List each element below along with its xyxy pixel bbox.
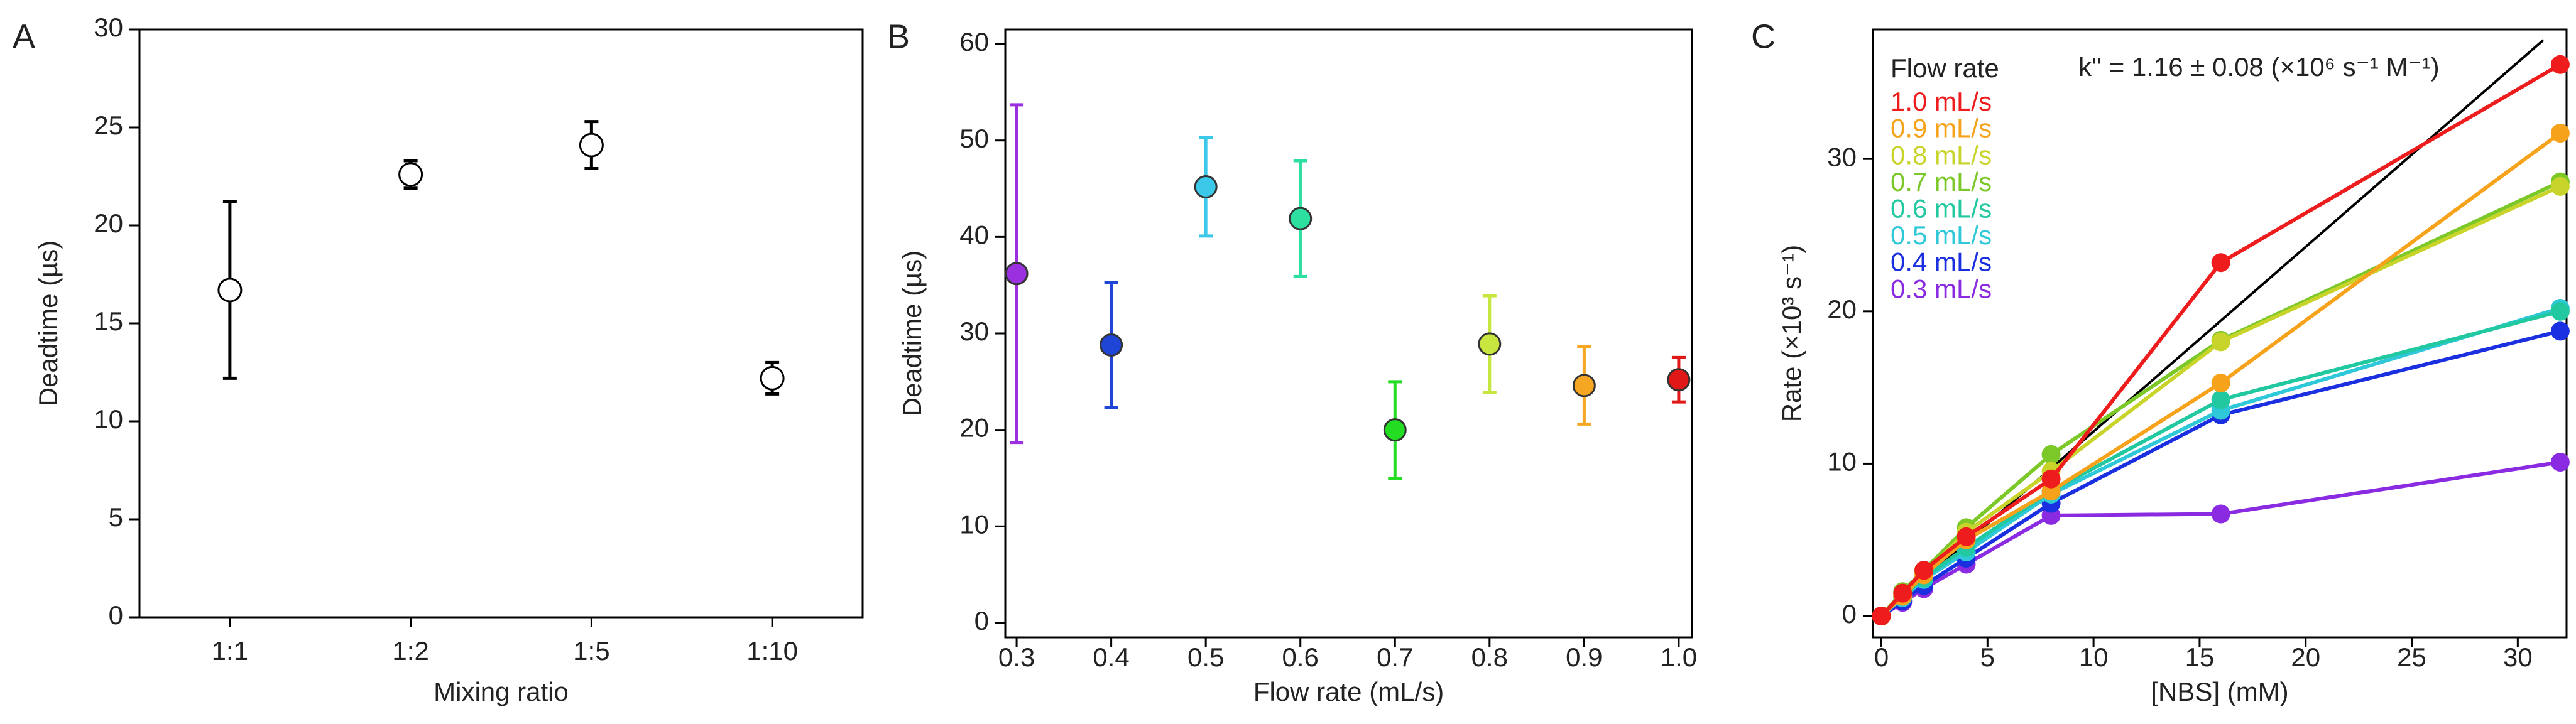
data-point <box>2041 445 2061 464</box>
data-point <box>1478 332 1502 356</box>
data-point <box>2550 176 2570 196</box>
data-point <box>1289 207 1313 230</box>
panel-label: A <box>13 18 35 55</box>
data-point <box>2550 321 2570 341</box>
data-point <box>1872 607 1891 626</box>
y-axis-label: Deadtime (µs) <box>897 251 927 417</box>
x-axis-label: Mixing ratio <box>434 677 569 706</box>
annotation: k'' = 1.16 ± 0.08 (×10⁶ s⁻¹ M⁻¹) <box>2078 52 2440 82</box>
x-tick-label: 10 <box>2079 642 2109 672</box>
legend-title: Flow rate <box>1891 53 1999 83</box>
y-tick-label: 10 <box>94 404 123 434</box>
x-tick-label: 0.6 <box>1282 642 1319 672</box>
legend-entry: 1.0 mL/s <box>1891 87 1992 116</box>
x-tick-label: 0.7 <box>1377 642 1413 672</box>
data-point <box>2211 373 2230 392</box>
y-tick-label: 20 <box>959 413 989 443</box>
legend-entry: 0.7 mL/s <box>1891 167 1992 197</box>
data-point <box>2211 332 2230 352</box>
data-point <box>217 278 243 303</box>
data-point <box>2550 123 2570 143</box>
data-point <box>1100 333 1123 357</box>
y-tick-label: 0 <box>1842 599 1857 629</box>
data-point <box>2550 453 2570 472</box>
data-point <box>2211 390 2230 409</box>
y-tick-label: 50 <box>959 124 989 153</box>
x-tick-label: 0.8 <box>1471 642 1508 672</box>
x-tick-label: 0 <box>1874 642 1889 672</box>
legend-entry: 0.4 mL/s <box>1891 247 1992 277</box>
x-tick-label: 5 <box>1980 642 1995 672</box>
plot-frame <box>138 28 864 619</box>
y-axis-label: Deadtime (µs) <box>33 240 63 407</box>
y-tick-label: 25 <box>94 111 123 140</box>
y-tick-label: 0 <box>109 600 123 630</box>
x-tick-label: 1.0 <box>1661 642 1697 672</box>
y-tick-label: 10 <box>1827 447 1857 477</box>
data-point <box>1957 527 1976 546</box>
data-point <box>2041 469 2061 489</box>
y-tick-label: 20 <box>1827 294 1857 324</box>
data-point <box>1893 583 1913 603</box>
data-point <box>2550 55 2570 74</box>
data-point <box>398 162 423 187</box>
y-tick-label: 60 <box>959 27 989 57</box>
x-tick-label: 1:1 <box>212 636 248 666</box>
data-point <box>1383 418 1407 442</box>
x-tick-label: 15 <box>2185 642 2215 672</box>
legend-entry: 0.3 mL/s <box>1891 274 1992 303</box>
y-tick-label: 30 <box>94 13 123 42</box>
x-tick-label: 1:2 <box>392 636 428 666</box>
data-point <box>1667 368 1691 392</box>
y-axis-label: Rate (×10³ s⁻¹) <box>1777 245 1806 422</box>
x-tick-label: 1:5 <box>573 636 609 666</box>
legend-entry: 0.8 mL/s <box>1891 140 1992 170</box>
x-tick-label: 0.4 <box>1093 642 1129 672</box>
x-tick-label: 1:10 <box>746 636 798 666</box>
data-point <box>2550 301 2570 321</box>
y-tick-label: 40 <box>959 220 989 249</box>
y-tick-label: 0 <box>974 606 989 635</box>
x-tick-label: 30 <box>2503 642 2533 672</box>
y-tick-label: 5 <box>109 502 123 532</box>
y-tick-label: 30 <box>959 316 989 346</box>
x-tick-label: 0.9 <box>1566 642 1602 672</box>
y-tick-label: 15 <box>94 306 123 336</box>
data-point <box>1914 561 1934 580</box>
y-tick-label: 30 <box>1827 142 1857 171</box>
plot-frame <box>1004 28 1693 639</box>
x-axis-label: Flow rate (mL/s) <box>1253 677 1444 706</box>
data-point <box>1572 374 1596 397</box>
x-tick-label: 0.5 <box>1187 642 1224 672</box>
x-tick-label: 20 <box>2291 642 2320 672</box>
legend-entry: 0.6 mL/s <box>1891 193 1992 223</box>
x-axis-label: [NBS] (mM) <box>2151 677 2288 706</box>
data-point <box>579 132 604 158</box>
y-tick-label: 20 <box>94 208 123 238</box>
data-point <box>1194 175 1218 198</box>
data-point <box>1005 262 1029 286</box>
x-tick-label: 25 <box>2397 642 2426 672</box>
legend-entry: 0.9 mL/s <box>1891 114 1992 143</box>
data-point <box>2211 504 2230 524</box>
y-tick-label: 10 <box>959 509 989 539</box>
data-point <box>760 365 785 391</box>
data-point <box>2211 253 2230 273</box>
x-tick-label: 0.3 <box>998 642 1035 672</box>
legend-entry: 0.5 mL/s <box>1891 220 1992 250</box>
panel-label: C <box>1751 18 1776 55</box>
panel-label: B <box>887 18 910 55</box>
